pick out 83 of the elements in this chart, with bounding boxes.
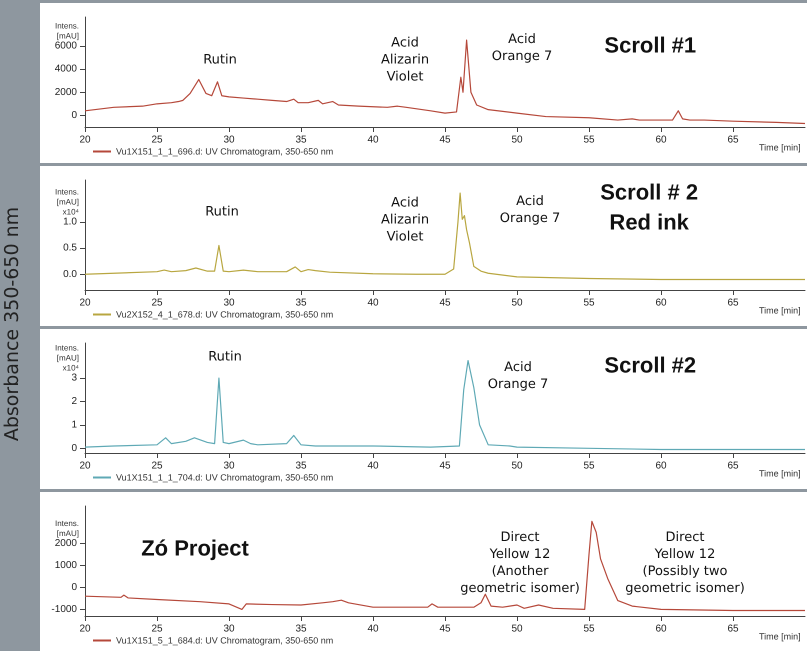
y-axis-title: Intens. [mAU] xyxy=(54,519,79,538)
x-tick-label: 45 xyxy=(439,460,451,472)
x-tick-label: 25 xyxy=(151,624,163,634)
y-axis-title: Intens. [mAU] x10⁴ xyxy=(54,344,80,373)
y-tick-label: 0.0 xyxy=(63,268,78,280)
annotation: Rutin xyxy=(203,52,237,68)
chart-title: Scroll #2 xyxy=(604,352,696,378)
x-tick-label: 55 xyxy=(583,298,595,308)
x-tick-label: 65 xyxy=(727,460,739,472)
annotation: Acid Orange 7 xyxy=(492,32,552,64)
x-tick-label: 55 xyxy=(583,134,595,146)
x-tick-label: 40 xyxy=(367,460,379,472)
x-tick-label: 20 xyxy=(79,460,91,472)
x-tick-label: 30 xyxy=(223,460,235,472)
x-axis-title: Time [min] xyxy=(759,468,801,478)
x-tick-label: 25 xyxy=(151,460,163,472)
x-tick-label: 45 xyxy=(439,624,451,634)
text: Scroll # 2 Red ink xyxy=(600,180,698,234)
x-tick-label: 20 xyxy=(79,624,91,634)
x-tick-label: 20 xyxy=(79,134,91,146)
x-tick-label: 35 xyxy=(295,134,307,146)
line-series xyxy=(84,520,806,612)
legend-label: Vu1X151_1_1_696.d: UV Chromatogram, 350-650 nm xyxy=(116,146,334,156)
x-tick-label: 55 xyxy=(583,460,595,472)
x-tick-label: 30 xyxy=(223,624,235,634)
x-axis-title: Time [min] xyxy=(759,142,801,152)
annotation: Acid Alizarin Violet xyxy=(380,36,430,84)
x-tick-label: 65 xyxy=(727,624,739,634)
y-axis-title: Intens. [mAU] xyxy=(54,22,79,41)
annotation: Acid Alizarin Violet xyxy=(380,196,430,244)
y-tick-label: 0 xyxy=(71,582,78,593)
text: Absorbance 350-650 nm xyxy=(1,206,24,444)
x-tick-label: 60 xyxy=(655,134,667,146)
text: Scroll #1 xyxy=(604,32,696,58)
x-tick-label: 45 xyxy=(439,134,451,146)
x-axis-title: Time [min] xyxy=(759,632,801,642)
x-tick-label: 50 xyxy=(511,298,523,308)
y-tick-label: 2000 xyxy=(54,538,78,549)
x-tick-label: 20 xyxy=(79,298,91,308)
x-tick-label: 40 xyxy=(367,624,379,634)
x-tick-label: 60 xyxy=(655,460,667,472)
y-tick-label: 6000 xyxy=(54,40,78,52)
y-tick-label: 1 xyxy=(71,419,78,430)
x-tick-label: 55 xyxy=(583,624,595,634)
x-tick-label: 30 xyxy=(223,134,235,146)
x-tick-label: 50 xyxy=(511,460,523,472)
annotation: Direct Yellow 12 (Another geometric isomer) xyxy=(460,530,580,596)
y-tick-label: 0 xyxy=(71,442,78,454)
y-tick-label: -1000 xyxy=(51,604,78,615)
y-axis-title: Intens. [mAU] x10⁴ xyxy=(54,188,80,217)
x-tick-label: 65 xyxy=(727,134,739,146)
text: Zó Project xyxy=(141,536,250,560)
x-tick-label: 50 xyxy=(511,624,523,634)
y-tick-label: 2 xyxy=(71,396,78,408)
legend-label: Vu1X151_1_1_704.d: UV Chromatogram, 350-650 nm xyxy=(116,472,334,482)
annotation: Rutin xyxy=(208,350,242,364)
annotation: Direct Yellow 12 (Possibly two geometric isomer) xyxy=(625,530,745,596)
x-tick-label: 45 xyxy=(439,298,451,308)
x-tick-label: 50 xyxy=(511,134,523,146)
x-tick-label: 35 xyxy=(295,624,307,634)
annotation: Acid Orange 7 xyxy=(500,194,560,226)
y-tick-label: 1.0 xyxy=(63,216,78,228)
annotation: Rutin xyxy=(205,204,239,220)
x-tick-label: 40 xyxy=(367,134,379,146)
annotation: Acid Orange 7 xyxy=(488,360,548,392)
x-tick-label: 65 xyxy=(727,298,739,308)
y-tick-label: 2000 xyxy=(54,86,78,98)
y-tick-label: 0 xyxy=(71,110,78,121)
x-tick-label: 30 xyxy=(223,298,235,308)
x-axis-title: Time [min] xyxy=(759,306,801,316)
x-tick-label: 40 xyxy=(367,298,379,308)
legend-label: Vu2X152_4_1_678.d: UV Chromatogram, 350-650 nm xyxy=(116,310,334,320)
x-tick-label: 25 xyxy=(151,134,163,146)
x-tick-label: 35 xyxy=(295,298,307,308)
y-tick-label: 3 xyxy=(71,372,78,384)
y-tick-label: 4000 xyxy=(54,64,78,75)
x-tick-label: 60 xyxy=(655,624,667,634)
y-tick-label: 1000 xyxy=(54,560,78,571)
legend-label: Vu1X151_5_1_684.d: UV Chromatogram, 350-650 nm xyxy=(116,636,334,646)
x-tick-label: 60 xyxy=(655,298,667,308)
x-tick-label: 35 xyxy=(295,460,307,472)
y-tick-label: 0.5 xyxy=(63,242,78,254)
x-tick-label: 25 xyxy=(151,298,163,308)
